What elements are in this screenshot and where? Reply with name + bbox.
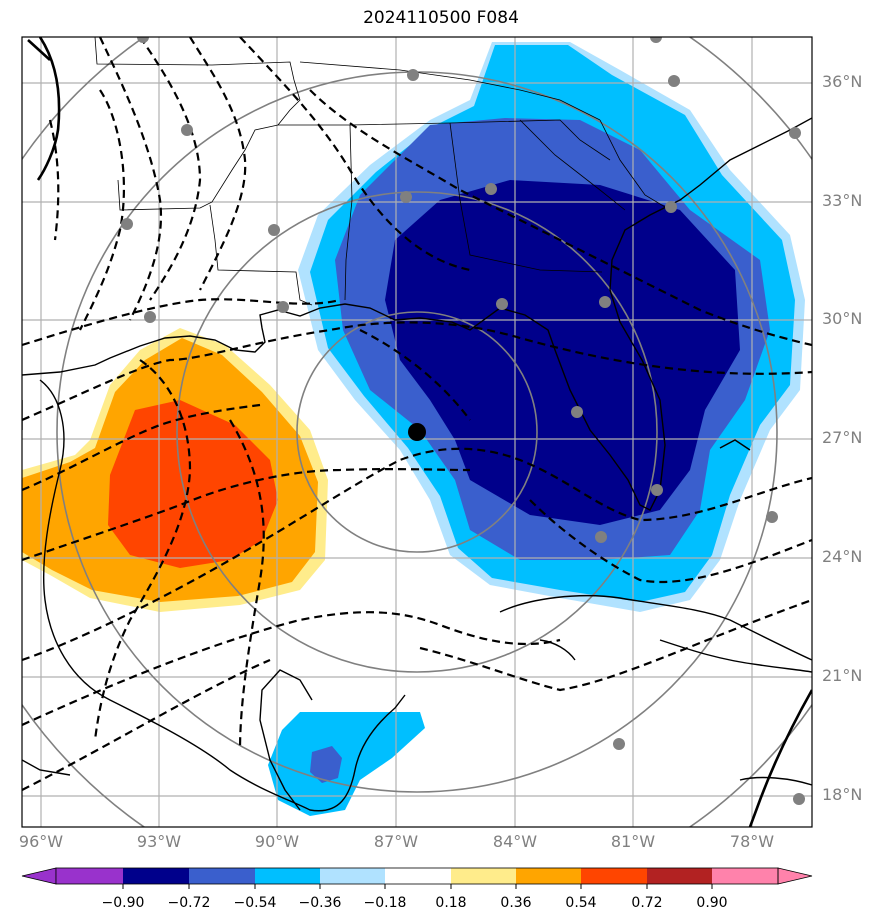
lat-label-24n: 24°N [822, 547, 863, 566]
colorbar [21, 867, 813, 889]
grid-lines [22, 37, 812, 827]
colorbar-extend-low [21, 867, 57, 885]
colorbar-tick: 0.90 [696, 895, 728, 911]
map-frame [21, 36, 813, 828]
lat-label-18n: 18°N [822, 785, 863, 804]
colorbar-tick: −0.90 [101, 895, 145, 911]
lat-label-21n: 21°N [822, 666, 863, 685]
anomaly-orangered-west [108, 400, 278, 568]
colorbar-bin-4 [255, 868, 320, 884]
station-markers [121, 37, 805, 805]
lon-label-87w: 87°W [373, 832, 419, 851]
colorbar-bin-8 [516, 868, 581, 884]
state-borders [94, 37, 671, 306]
map-title: 2024110500 F084 [363, 8, 519, 28]
lon-label-96w: 96°W [18, 832, 64, 851]
lon-label-84w: 84°W [492, 832, 538, 851]
center-point-marker [408, 423, 426, 441]
solid-contours [27, 37, 812, 827]
colorbar-tick: 0.72 [631, 895, 663, 911]
lat-label-30n: 30°N [822, 309, 863, 328]
colorbar-tick-labels: −0.90 −0.72 −0.54 −0.36 −0.18 0.18 0.36 … [0, 895, 882, 915]
colorbar-bin-10 [647, 868, 712, 884]
coastlines [22, 117, 812, 812]
lat-label-33n: 33°N [822, 191, 863, 210]
lat-label-36n: 36°N [822, 72, 863, 91]
lon-label-78w: 78°W [729, 832, 775, 851]
colorbar-bin-9 [581, 868, 647, 884]
colorbar-bin-7 [451, 868, 516, 884]
colorbar-tick: −0.72 [167, 895, 211, 911]
colorbar-bin-5 [320, 868, 385, 884]
colorbar-tick: −0.18 [363, 895, 407, 911]
colorbar-tick: −0.54 [233, 895, 277, 911]
anomaly-blue-south [310, 746, 342, 783]
colorbar-bin-11 [712, 868, 778, 884]
colorbar-tick: 0.36 [500, 895, 532, 911]
colorbar-tick: −0.36 [298, 895, 342, 911]
colorbar-bin-3 [189, 868, 255, 884]
colorbar-tick: 0.18 [435, 895, 467, 911]
colorbar-bin-2 [123, 868, 189, 884]
lon-label-93w: 93°W [136, 832, 182, 851]
colorbar-extend-high [777, 867, 813, 885]
colorbar-tick: 0.54 [565, 895, 597, 911]
anomaly-deepskyblue-south [268, 712, 425, 816]
lon-label-90w: 90°W [254, 832, 300, 851]
lat-label-27n: 27°N [822, 428, 863, 447]
colorbar-bin-1 [56, 868, 123, 884]
lon-label-81w: 81°W [610, 832, 656, 851]
height-contours [22, 37, 812, 791]
colorbar-bin-6 [385, 868, 451, 884]
